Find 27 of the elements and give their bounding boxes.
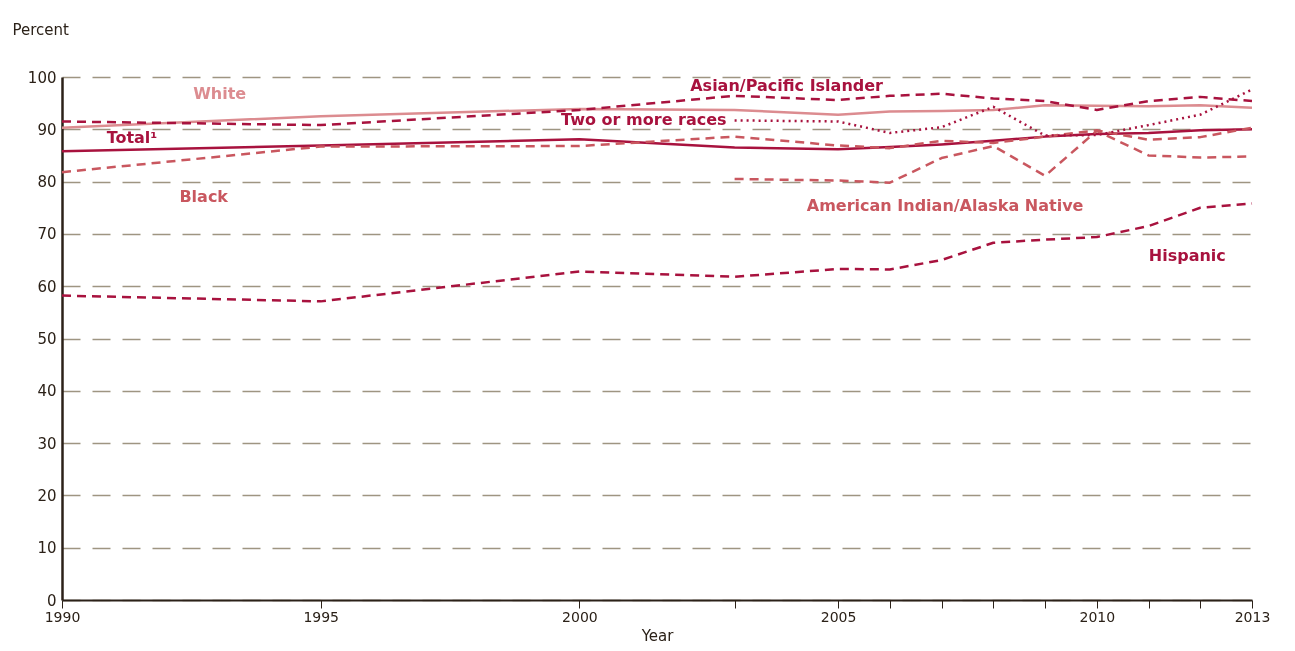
series-label: Hispanic bbox=[1148, 246, 1226, 266]
y-tick-label: 90 bbox=[37, 120, 57, 139]
x-tick-label: 2010 bbox=[1079, 608, 1116, 625]
line-series bbox=[60, 103, 1254, 129]
x-tick-label: 2013 bbox=[1234, 608, 1271, 625]
series-label: White bbox=[193, 84, 247, 104]
series-label: Black bbox=[179, 186, 229, 206]
y-tick-label: 60 bbox=[37, 277, 57, 296]
y-tick-label: 10 bbox=[37, 539, 57, 558]
y-tick-label: 70 bbox=[37, 225, 57, 244]
y-tick-label: 80 bbox=[37, 173, 57, 192]
y-tick-label: 20 bbox=[37, 486, 57, 505]
y-tick-label: 100 bbox=[27, 68, 57, 87]
series-label: Asian/Pacific Islander bbox=[690, 75, 884, 95]
y-tick-label: 40 bbox=[37, 382, 57, 401]
y-axis-title: Percent bbox=[12, 20, 70, 39]
y-tick-label: 30 bbox=[37, 434, 57, 453]
x-axis-title: Year bbox=[640, 626, 675, 645]
x-tick-label: 2000 bbox=[562, 608, 598, 625]
series-label: American Indian/Alaska Native bbox=[806, 195, 1084, 215]
y-tick-label: 0 bbox=[46, 591, 57, 610]
series-label: Total¹ bbox=[106, 128, 158, 148]
x-tick-label: 1995 bbox=[303, 608, 340, 625]
series-label: Two or more races bbox=[561, 110, 727, 130]
x-tick-label: 1990 bbox=[44, 608, 81, 625]
y-tick-label: 50 bbox=[37, 330, 57, 348]
x-tick-label: 2005 bbox=[820, 608, 857, 625]
